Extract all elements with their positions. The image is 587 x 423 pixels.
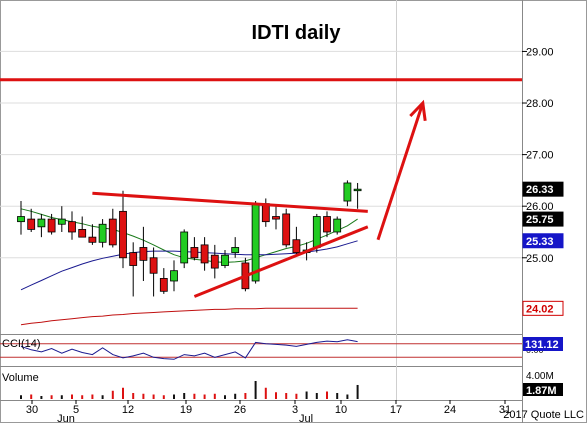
price-label-text: 25.75 — [526, 214, 554, 226]
ma-short-line — [20, 208, 358, 263]
price-axis: 29.00 28.00 27.00 26.00 25.00 26.33 25.75 25.33… — [522, 46, 564, 316]
volume-value-text: 1.87M — [526, 385, 557, 397]
price-label-box — [522, 233, 564, 249]
candle-body — [47, 218, 56, 233]
candle-body — [190, 247, 199, 259]
candle-body — [57, 218, 66, 225]
candle-body — [170, 270, 178, 282]
candle-body — [210, 254, 219, 269]
candle-body — [129, 252, 138, 266]
month-label: Jul — [299, 413, 313, 423]
trendlines — [0, 78, 522, 298]
volume-label: Volume — [2, 372, 39, 384]
candle-body — [98, 223, 107, 243]
candle-body — [17, 216, 25, 223]
price-tick-label: 29.00 — [526, 46, 554, 58]
cci-value-box — [523, 337, 563, 351]
date-tick-label: 5 — [73, 404, 79, 416]
candle-body — [78, 229, 87, 238]
date-tick-label: 31 — [499, 404, 511, 416]
cci-panel: 0.00131.12 — [0, 337, 563, 360]
candle-body — [68, 221, 76, 233]
date-tick-label: 24 — [444, 404, 456, 416]
candle-body — [272, 216, 280, 220]
price-tick-label: 25.00 — [526, 253, 554, 265]
date-tick-label: 17 — [390, 404, 402, 416]
candle-body — [119, 210, 127, 259]
volume-value-box — [523, 383, 563, 396]
candle-body — [180, 231, 189, 264]
date-tick-label: 19 — [180, 404, 192, 416]
lower-triangle-line — [193, 225, 369, 298]
candle-body — [231, 247, 240, 254]
date-axis: 30 5 12 19 26 3 10 17 24 31 Jun Jul — [26, 400, 511, 423]
candle-body — [343, 182, 352, 202]
volume-panel: 4.00M 1.87M — [20, 371, 563, 399]
ma-mid-line — [20, 240, 358, 291]
price-label-text: 25.33 — [526, 236, 554, 248]
candle-body — [221, 254, 229, 266]
candle-body — [139, 247, 148, 261]
candles — [17, 180, 362, 297]
breakout-arrow-head — [409, 99, 427, 122]
chart-title: IDTI daily — [252, 22, 342, 44]
breakout-arrow-shaft — [376, 102, 425, 241]
gridlines — [0, 50, 522, 259]
date-tick-label: 30 — [26, 404, 38, 416]
cci-value-text: 131.12 — [525, 339, 559, 351]
candle-body — [282, 213, 291, 246]
price-label-box — [522, 211, 564, 227]
copyright-text: 2017 Quote LLC — [503, 409, 584, 421]
price-label-box — [522, 300, 564, 316]
candle-body — [88, 236, 97, 243]
candle-body — [27, 218, 36, 230]
cci-label: CCI(14) — [2, 338, 41, 350]
date-tick-label: 3 — [292, 404, 298, 416]
price-label-text: 24.02 — [526, 303, 554, 315]
candle-body — [149, 257, 158, 274]
price-tick-label: 27.00 — [526, 150, 554, 162]
candle-body — [312, 216, 321, 248]
candle-body — [353, 188, 362, 192]
candle-body — [323, 216, 331, 233]
candle-body — [37, 218, 46, 228]
price-label-text: 26.33 — [526, 184, 554, 196]
candle-body — [292, 239, 301, 254]
volume-tick: 4.00M — [526, 371, 554, 382]
upper-triangle-line — [92, 191, 368, 213]
price-tick-label: 28.00 — [526, 98, 554, 110]
candle-body — [200, 244, 209, 264]
price-label-box — [522, 181, 564, 197]
month-label: Jun — [57, 413, 75, 423]
cci-line — [20, 339, 358, 360]
candle-body — [333, 218, 342, 233]
date-tick-label: 10 — [335, 404, 347, 416]
date-tick-label: 12 — [122, 404, 134, 416]
candle-body — [108, 218, 117, 246]
candle-body — [159, 278, 168, 292]
price-tick-label: 26.00 — [526, 201, 554, 213]
date-tick-label: 26 — [234, 404, 246, 416]
ma-long-line — [20, 307, 358, 326]
